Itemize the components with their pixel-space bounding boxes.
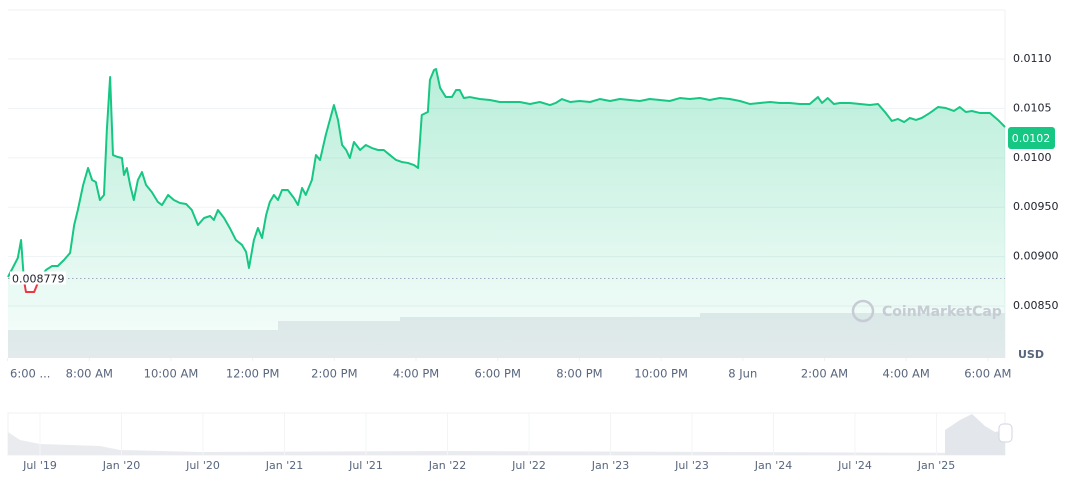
x-tick-label: 8:00 PM	[556, 367, 602, 381]
x-tick-label: 10:00 PM	[634, 367, 688, 381]
navigator-label: Jul '22	[511, 459, 546, 472]
x-tick-label: 8 Jun	[728, 367, 757, 381]
x-tick-label: 6:00 PM	[475, 367, 521, 381]
y-tick-label: 0.00900	[1013, 250, 1059, 263]
navigator-label: Jul '21	[348, 459, 383, 472]
watermark-text: CoinMarketCap	[882, 304, 1002, 320]
y-tick-label: 0.0100	[1013, 151, 1052, 164]
x-tick-label: 8:00 AM	[66, 367, 113, 381]
x-tick-label: 6:00 AM	[964, 367, 1011, 381]
navigator-label: Jul '23	[674, 459, 709, 472]
baseline-label-bg	[10, 271, 66, 285]
watermark-logo	[851, 299, 875, 323]
navigator-label: Jul '19	[22, 459, 57, 472]
x-tick-label: 2:00 AM	[801, 367, 848, 381]
watermark: CoinMarketCap	[851, 299, 1002, 323]
baseline-label: 0.008779	[12, 272, 65, 285]
x-tick-label: 6:00 ...	[10, 367, 50, 381]
current-price-tag	[1008, 127, 1055, 150]
navigator-recent	[945, 414, 1005, 455]
current-price-label: 0.0102	[1012, 132, 1051, 145]
price-line	[7, 67, 1006, 293]
navigator-handle[interactable]	[998, 423, 1013, 443]
y-tick-label: 0.00950	[1013, 200, 1059, 213]
x-tick-label: 2:00 PM	[311, 367, 357, 381]
navigator-label: Jul '24	[837, 459, 872, 472]
x-tick-label: 4:00 PM	[393, 367, 439, 381]
navigator-label: Jan '21	[265, 459, 303, 472]
y-tick-label: 0.00850	[1013, 299, 1059, 312]
navigator-label: Jan '25	[917, 459, 955, 472]
navigator-history	[8, 432, 1005, 455]
x-tick-label: 12:00 PM	[226, 367, 280, 381]
navigator[interactable]	[7, 412, 1013, 456]
navigator-frame	[7, 412, 1006, 456]
navigator-label: Jan '22	[428, 459, 466, 472]
x-tick-label: 4:00 AM	[883, 367, 930, 381]
navigator-label: Jan '20	[102, 459, 140, 472]
navigator-label: Jul '20	[185, 459, 220, 472]
y-tick-label: 0.0110	[1013, 52, 1052, 65]
navigator-label: Jan '23	[591, 459, 629, 472]
x-tick-label: 10:00 AM	[144, 367, 199, 381]
y-unit: USD	[1018, 348, 1044, 361]
navigator-label: Jan '24	[754, 459, 792, 472]
area-fill	[8, 68, 1005, 359]
y-tick-label: 0.0105	[1013, 101, 1052, 114]
